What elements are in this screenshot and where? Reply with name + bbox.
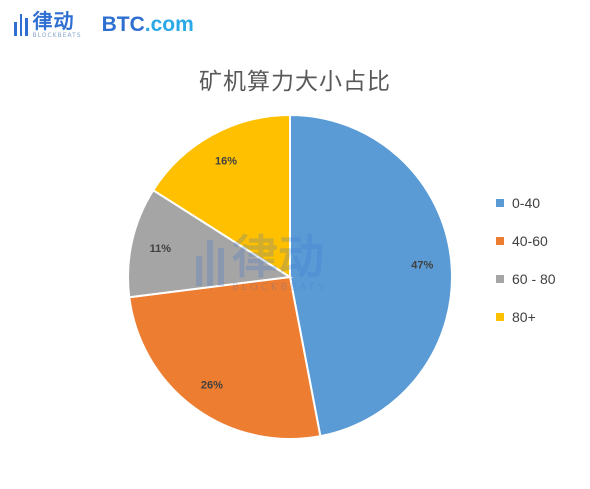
pie-label-60-80: 11% [150,243,172,255]
legend-swatch [496,313,504,321]
legend-label: 0-40 [512,195,541,211]
pie-label-0-40: 47% [411,259,433,271]
blockbeats-bars-icon [14,14,28,36]
pie-slice-0-40 [289,113,453,438]
btc-logo-main: BTC [101,13,145,36]
blockbeats-logo: 律动 BLOCKBEATS [14,10,82,40]
legend-item-80+: 80+ [496,307,556,327]
btc-com-logo: BTC.com [102,13,194,37]
pie-label-40-60: 26% [201,379,223,391]
chart-legend: 0-40 40-60 60 - 80 80+ [496,193,556,345]
pie-slice-60-80 [127,188,293,299]
chart-title: 矿机算力大小占比 [199,69,391,95]
blockbeats-logo-en: BLOCKBEATS [32,32,82,39]
legend-label: 60 - 80 [512,271,556,287]
legend-swatch [496,275,504,283]
blockbeats-logo-cn: 律动 [32,9,75,33]
legend-label: 40-60 [512,233,548,249]
header-logos: 律动 BLOCKBEATS BTC.com [14,8,194,42]
legend-label: 80+ [512,309,536,325]
btc-logo-domain: .com [144,13,194,36]
legend-item-0-40: 0-40 [496,193,556,213]
legend-swatch [496,237,504,245]
pie-slice-80+ [151,113,291,279]
pie-label-80+: 16% [215,156,237,168]
legend-swatch [496,199,504,207]
pie-slice-40-60 [128,275,322,440]
legend-item-40-60: 40-60 [496,231,556,251]
legend-item-60-80: 60 - 80 [496,269,556,289]
